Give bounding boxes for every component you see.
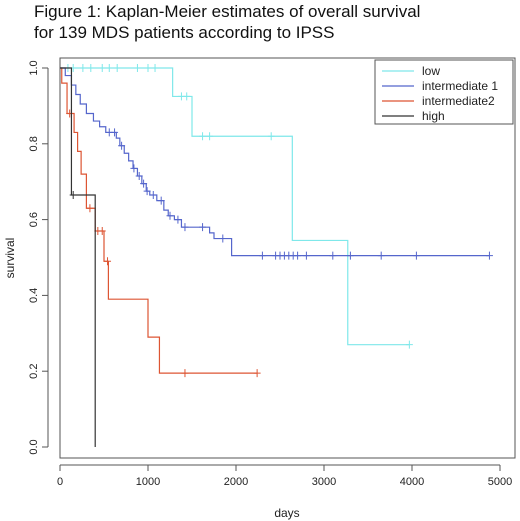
series-3-curve <box>60 67 96 447</box>
series-1-censor-mark-25 <box>412 251 420 260</box>
legend-label-3: high <box>422 109 445 123</box>
legend-label-0: low <box>422 64 440 78</box>
y-tick-label-0: 0.0 <box>28 439 40 454</box>
y-tick-label-4: 0.8 <box>28 136 40 151</box>
series-2-censor-mark-5 <box>181 369 189 378</box>
y-tick-label-2: 0.4 <box>28 288 40 303</box>
series-0-censor-mark-7 <box>133 64 141 72</box>
series-layer <box>60 64 493 447</box>
series-2-censor-mark-3 <box>98 226 106 235</box>
series-0-censor-mark-8 <box>144 64 152 72</box>
series-1-censor-mark-3 <box>130 164 138 173</box>
series-2 <box>60 67 261 378</box>
x-tick-label-5: 5000 <box>488 476 512 488</box>
x-axis-label: days <box>274 506 299 520</box>
series-1-censor-mark-14 <box>258 251 266 260</box>
series-1-censor-mark-5 <box>140 179 148 188</box>
series-0-censor-mark-11 <box>183 92 191 101</box>
x-tick-label-3: 3000 <box>312 476 336 488</box>
series-1-censor-mark-26 <box>485 251 493 260</box>
series-0 <box>60 64 413 349</box>
series-0-curve <box>60 67 410 346</box>
series-0-censor-mark-4 <box>98 64 106 72</box>
series-3-censor-mark-0 <box>69 190 77 199</box>
series-0-censor-mark-9 <box>151 64 159 72</box>
legend-label-2: intermediate2 <box>422 94 495 108</box>
series-1-censor-mark-24 <box>377 251 385 260</box>
series-0-censor-mark-5 <box>105 64 113 72</box>
series-3 <box>60 67 96 447</box>
series-1-censor-mark-9 <box>166 211 174 220</box>
series-2-censor-mark-1 <box>86 204 94 213</box>
plot-frame <box>59 57 516 459</box>
series-0-censor-mark-13 <box>206 132 214 141</box>
x-tick-label-1: 1000 <box>136 476 160 488</box>
x-tick-label-0: 0 <box>57 476 63 488</box>
series-1-censor-mark-2 <box>118 141 126 150</box>
series-2-censor-mark-6 <box>253 369 261 378</box>
series-1-censor-mark-7 <box>149 190 157 199</box>
series-1-censor-mark-23 <box>346 251 354 260</box>
x-tick-label-4: 4000 <box>400 476 424 488</box>
chart-title: Figure 1: Kaplan-Meier estimates of over… <box>34 1 514 43</box>
series-1 <box>60 67 493 260</box>
y-tick-label-3: 0.6 <box>28 212 40 227</box>
series-1-censor-mark-21 <box>302 251 310 260</box>
x-tick-label-2: 2000 <box>224 476 248 488</box>
series-1-censor-mark-22 <box>329 251 337 260</box>
series-2-censor-mark-4 <box>104 257 112 266</box>
series-0-censor-mark-3 <box>87 64 95 72</box>
x-axis: 0 1000 2000 3000 4000 5000 <box>57 464 512 488</box>
series-0-censor-mark-14 <box>267 132 275 141</box>
series-0-censor-mark-12 <box>199 132 207 141</box>
series-1-censor-mark-11 <box>181 223 189 232</box>
series-0-censor-mark-6 <box>113 64 121 72</box>
series-1-censor-mark-13 <box>219 234 227 243</box>
series-1-censor-mark-6 <box>143 187 151 196</box>
y-axis-label: survival <box>3 238 17 279</box>
y-axis: 0.0 0.2 0.4 0.6 0.8 1.0 <box>28 60 49 455</box>
series-0-censor-mark-15 <box>405 340 413 349</box>
series-1-censor-mark-10 <box>174 215 182 224</box>
series-1-censor-mark-4 <box>135 172 143 181</box>
chart-title-line-1: Figure 1: Kaplan-Meier estimates of over… <box>34 2 421 21</box>
series-0-censor-mark-2 <box>79 64 87 72</box>
y-tick-label-5: 1.0 <box>28 60 40 75</box>
series-1-censor-mark-8 <box>157 196 165 205</box>
series-1-censor-mark-12 <box>199 223 207 232</box>
legend-label-1: intermediate 1 <box>422 79 498 93</box>
series-2-curve <box>60 67 258 374</box>
series-1-censor-mark-1 <box>111 128 119 137</box>
series-1-censor-mark-20 <box>294 251 302 260</box>
chart-title-line-2: for 139 MDS patients according to IPSS <box>34 23 335 42</box>
y-tick-label-1: 0.2 <box>28 364 40 379</box>
